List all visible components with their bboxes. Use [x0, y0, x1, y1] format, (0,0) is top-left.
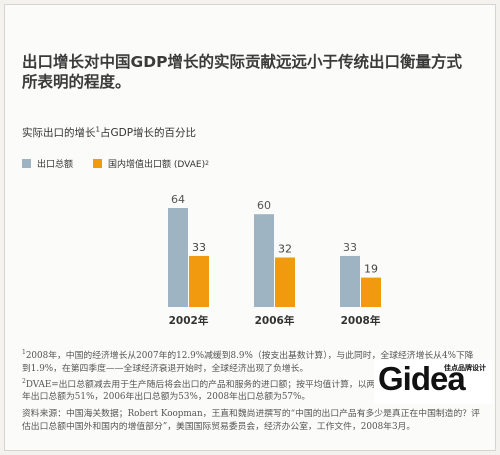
footnote-1: 12008年，中国的经济增长从2007年的12.9%减缓到8.9%（按支出基数计… [22, 347, 482, 376]
legend-swatch-total-exports [22, 159, 31, 168]
logo-tagline: 佳点品牌设计 [444, 364, 486, 372]
legend: 出口总额 国内增值出口额 (DVAE) 2 [22, 157, 229, 170]
source-note: 资料来源：中国海关数据；Robert Koopman，王直和魏尚进撰写的“中国的… [22, 409, 480, 432]
category-label-1: 2006年 [255, 314, 295, 327]
footnote-2: 2DVAE=出口总额减去用于生产随后将会出口的产品和服务的进口额；按平均值计算，… [22, 376, 482, 405]
legend-label-total-exports: 出口总额 [37, 160, 74, 170]
data-label-total-exports-0: 64 [171, 193, 185, 206]
data-label-total-exports-2: 33 [343, 241, 357, 254]
bar-dvae-2 [361, 277, 381, 307]
bar-total-exports-0 [168, 208, 188, 307]
subtitle-footnote-mark: 1 [95, 125, 100, 134]
legend-swatch-dvae [93, 159, 103, 168]
data-label-dvae-2: 19 [364, 263, 378, 276]
bar-total-exports-2 [340, 255, 360, 307]
bar-dvae-0 [189, 255, 209, 307]
footnote-2-mark: 2 [22, 377, 26, 385]
legend-item-dvae: 国内增值出口额 (DVAE) 2 [93, 157, 209, 170]
footnotes: 12008年，中国的经济增长从2007年的12.9%减缓到8.9%（按支出基数计… [22, 347, 482, 434]
data-label-total-exports-1: 60 [257, 199, 271, 212]
legend-item-total-exports: 出口总额 [22, 157, 73, 170]
bar-total-exports-1 [254, 214, 274, 307]
legend-label-dvae: 国内增值出口额 (DVAE) [108, 160, 206, 170]
footnote-1-mark: 1 [22, 349, 26, 356]
bar-dvae-1 [275, 257, 295, 307]
category-label-0: 2002年 [169, 314, 209, 327]
data-label-dvae-1: 32 [278, 243, 292, 256]
chart-title: 出口增长对中国GDP增长的实际贡献远远小于传统出口衡量方式所表明的程度。 [22, 53, 462, 91]
chart-subtitle: 实际出口的增长1占GDP增长的百分比 [22, 125, 196, 140]
footnote-1-text: 2008年，中国的经济增长从2007年的12.9%减缓到8.9%（按支出基数计算… [22, 350, 474, 374]
subtitle-main: 实际出口的增长 [22, 127, 96, 139]
data-label-dvae-0: 33 [192, 241, 206, 254]
logo-wordmark: Gidea [378, 360, 466, 397]
footnote-2-text: DVAE=出口总额减去用于生产随后将会出口的产品和服务的进口额；按平均值计算，以… [22, 379, 477, 403]
subtitle-rest: 占GDP增长的百分比 [99, 127, 197, 139]
brand-logo: Gidea 佳点品牌设计 [374, 360, 492, 404]
legend-footnote-mark: 2 [205, 160, 209, 167]
category-label-2: 2008年 [341, 314, 381, 327]
